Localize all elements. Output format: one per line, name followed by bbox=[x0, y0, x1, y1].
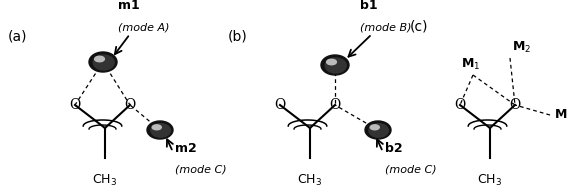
Text: (c): (c) bbox=[410, 20, 429, 34]
Text: M$_3$: M$_3$ bbox=[554, 107, 567, 123]
Ellipse shape bbox=[89, 52, 117, 72]
Text: CH$_3$: CH$_3$ bbox=[92, 173, 117, 188]
Ellipse shape bbox=[365, 121, 391, 139]
Text: (a): (a) bbox=[8, 30, 28, 44]
Ellipse shape bbox=[147, 121, 173, 139]
Text: b2: b2 bbox=[385, 142, 403, 155]
Text: O: O bbox=[454, 98, 466, 112]
Text: m2: m2 bbox=[175, 142, 197, 155]
Ellipse shape bbox=[93, 55, 114, 70]
Ellipse shape bbox=[325, 58, 346, 73]
Ellipse shape bbox=[95, 56, 104, 62]
Text: O: O bbox=[329, 98, 341, 112]
Text: (mode A): (mode A) bbox=[118, 22, 170, 32]
Text: (mode C): (mode C) bbox=[385, 165, 437, 175]
Text: O: O bbox=[509, 98, 521, 112]
Text: M$_2$: M$_2$ bbox=[512, 40, 531, 55]
Text: O: O bbox=[69, 98, 81, 112]
Text: (mode C): (mode C) bbox=[175, 165, 227, 175]
Text: CH$_3$: CH$_3$ bbox=[477, 173, 502, 188]
Text: b1: b1 bbox=[360, 0, 378, 12]
Text: CH$_3$: CH$_3$ bbox=[298, 173, 323, 188]
Text: O: O bbox=[124, 98, 136, 112]
Text: O: O bbox=[274, 98, 286, 112]
Ellipse shape bbox=[370, 125, 379, 130]
Ellipse shape bbox=[152, 125, 161, 130]
Ellipse shape bbox=[321, 55, 349, 75]
Ellipse shape bbox=[327, 59, 336, 65]
Text: (mode B): (mode B) bbox=[360, 22, 412, 32]
Text: m1: m1 bbox=[118, 0, 139, 12]
Ellipse shape bbox=[151, 124, 171, 137]
Text: (b): (b) bbox=[228, 30, 248, 44]
Text: M$_1$: M$_1$ bbox=[462, 57, 481, 72]
Ellipse shape bbox=[369, 124, 388, 137]
